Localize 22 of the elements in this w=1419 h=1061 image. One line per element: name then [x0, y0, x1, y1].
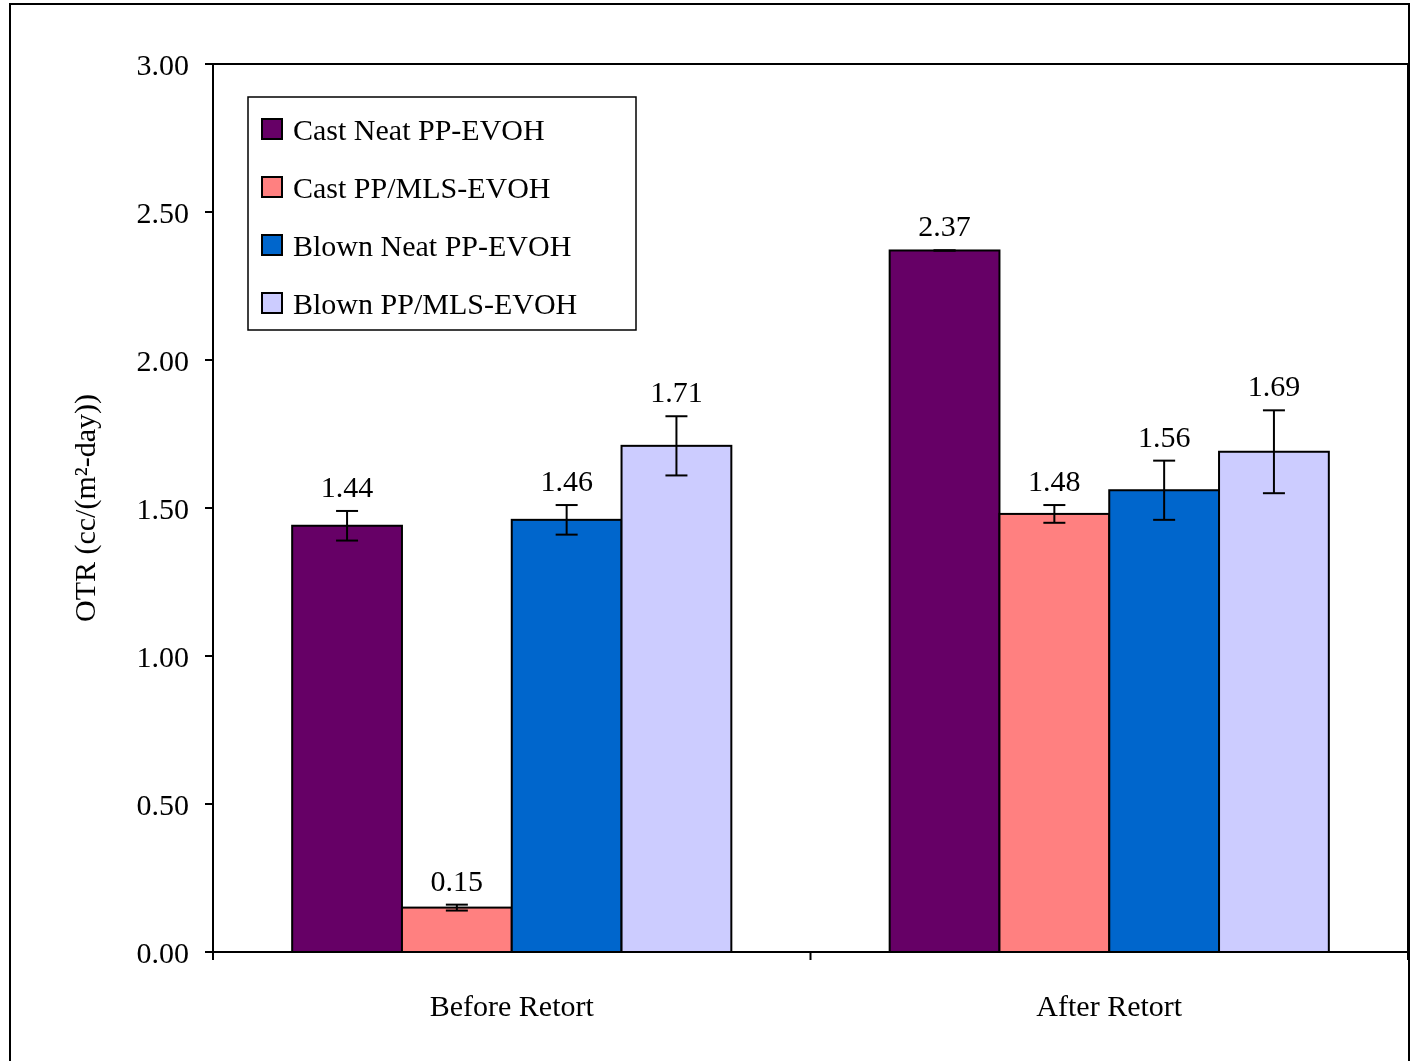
data-label: 1.46	[540, 464, 593, 498]
legend-label: Cast PP/MLS-EVOH	[293, 170, 551, 204]
y-tick-label: 2.00	[136, 343, 189, 377]
data-label: 0.15	[430, 863, 484, 897]
y-tick-label: 0.00	[136, 935, 189, 969]
legend-label: Blown Neat PP-EVOH	[293, 228, 572, 262]
legend-label: Cast Neat PP-EVOH	[293, 112, 545, 146]
data-label: 1.44	[320, 469, 374, 503]
y-tick-label: 2.50	[136, 195, 189, 229]
data-label: 2.37	[918, 209, 971, 243]
y-tick-label: 0.50	[136, 787, 189, 821]
data-label: 1.56	[1137, 419, 1191, 453]
x-tick-label: Before Retort	[429, 989, 595, 1022]
x-tick-label: After Retort	[1036, 989, 1183, 1022]
y-tick-label: 1.00	[136, 639, 189, 673]
data-label: 1.71	[650, 375, 703, 409]
y-tick-label: 1.50	[136, 491, 189, 525]
legend-label: Blown PP/MLS-EVOH	[293, 286, 578, 320]
y-axis-title: OTR (cc/(m²-day))	[68, 393, 102, 623]
data-label: 1.69	[1247, 369, 1301, 403]
y-tick-label: 3.00	[136, 47, 189, 81]
data-label: 1.48	[1028, 464, 1081, 498]
